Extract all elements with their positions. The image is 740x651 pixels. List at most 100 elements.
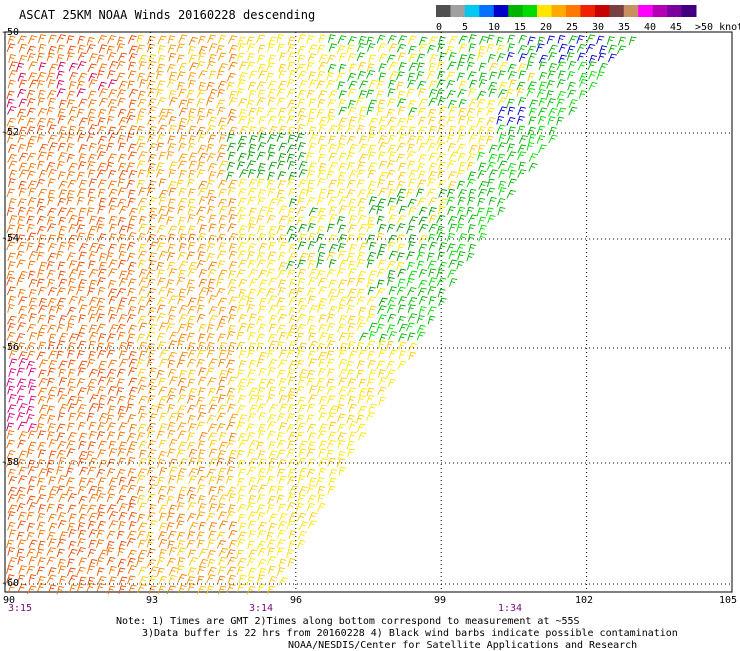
wind-barb bbox=[356, 161, 366, 171]
wind-barb bbox=[158, 358, 168, 368]
wind-barb bbox=[458, 99, 467, 108]
wind-barb bbox=[247, 520, 256, 529]
wind-barb bbox=[268, 576, 278, 585]
wind-barb bbox=[226, 394, 235, 404]
wind-barb bbox=[117, 395, 126, 405]
wind-barb bbox=[377, 43, 387, 52]
wind-barb bbox=[77, 404, 87, 413]
wind-barb bbox=[107, 485, 117, 494]
wind-barb bbox=[458, 233, 468, 242]
lon-label: 96 bbox=[290, 595, 303, 606]
wind-barb bbox=[296, 197, 305, 206]
wind-barb bbox=[58, 314, 67, 324]
wind-barb bbox=[157, 531, 167, 540]
wind-barb bbox=[428, 125, 437, 135]
wind-barb bbox=[198, 81, 206, 91]
wind-barb bbox=[267, 171, 276, 181]
wind-barb bbox=[97, 188, 106, 198]
wind-barb bbox=[397, 35, 407, 44]
time-label: 3:15 bbox=[8, 603, 33, 614]
wind-barb bbox=[268, 340, 278, 350]
wind-barb bbox=[296, 539, 306, 549]
wind-barb bbox=[96, 305, 105, 315]
wind-barb bbox=[207, 558, 216, 568]
wind-barb bbox=[136, 115, 144, 124]
wind-barb bbox=[96, 493, 106, 502]
wind-barb bbox=[397, 278, 406, 288]
wind-barb bbox=[168, 52, 177, 62]
wind-barb bbox=[38, 359, 48, 368]
wind-barb bbox=[268, 513, 278, 522]
wind-barb bbox=[347, 268, 357, 277]
wind-barb bbox=[78, 513, 87, 523]
wind-barb bbox=[278, 70, 287, 79]
wind-barb bbox=[418, 170, 427, 180]
wind-barb bbox=[338, 368, 348, 378]
wind-barb bbox=[288, 233, 297, 243]
wind-barb bbox=[128, 125, 138, 134]
wind-barb bbox=[96, 54, 105, 64]
wind-barb bbox=[126, 432, 137, 442]
wind-barb bbox=[237, 378, 247, 388]
wind-barb bbox=[466, 107, 476, 117]
wind-barb bbox=[108, 511, 118, 520]
wind-barb bbox=[26, 449, 35, 458]
wind-barb bbox=[226, 486, 237, 496]
wind-barb bbox=[48, 486, 59, 495]
wind-barb bbox=[288, 243, 297, 253]
wind-barb bbox=[308, 215, 317, 225]
wind-barb bbox=[228, 108, 237, 118]
wind-barb bbox=[156, 332, 166, 342]
wind-barb bbox=[178, 142, 187, 152]
wind-barb bbox=[408, 126, 416, 135]
wind-barb bbox=[178, 117, 188, 127]
wind-barb bbox=[448, 250, 457, 260]
wind-barb bbox=[267, 555, 277, 565]
wind-barb bbox=[206, 179, 215, 189]
wind-barb bbox=[56, 250, 64, 260]
wind-barb bbox=[186, 98, 195, 108]
colorbar-swatch bbox=[522, 5, 538, 17]
wind-barb bbox=[407, 198, 417, 208]
wind-barb bbox=[218, 547, 228, 557]
wind-barb bbox=[257, 386, 266, 396]
wind-barb bbox=[288, 69, 297, 79]
wind-barb bbox=[356, 169, 366, 179]
wind-barb bbox=[226, 359, 235, 369]
wind-barb bbox=[28, 61, 38, 70]
wind-barb bbox=[57, 394, 68, 403]
wind-barb bbox=[98, 333, 107, 342]
wind-barb bbox=[46, 72, 55, 82]
wind-barb bbox=[58, 565, 67, 575]
wind-barb bbox=[37, 521, 46, 531]
wind-barb bbox=[8, 198, 17, 207]
wind-barb bbox=[408, 45, 417, 55]
wind-barb bbox=[398, 333, 407, 342]
wind-barb bbox=[297, 124, 306, 133]
wind-barb bbox=[446, 188, 456, 198]
wind-barb bbox=[397, 106, 406, 115]
wind-barb bbox=[507, 143, 516, 153]
wind-barb bbox=[318, 54, 328, 63]
wind-barb bbox=[148, 125, 157, 135]
wind-barb bbox=[446, 196, 455, 206]
wind-barb bbox=[137, 108, 147, 117]
wind-barb bbox=[7, 252, 16, 262]
wind-barb bbox=[307, 432, 317, 441]
wind-barb bbox=[246, 502, 256, 511]
wind-barb bbox=[418, 36, 428, 46]
wind-barb bbox=[458, 35, 468, 45]
wind-barb bbox=[556, 116, 565, 126]
wind-barb bbox=[137, 259, 146, 269]
wind-barb bbox=[118, 270, 128, 280]
wind-barb bbox=[377, 259, 386, 269]
wind-barb bbox=[398, 162, 407, 172]
wind-barb bbox=[256, 441, 264, 451]
wind-barb bbox=[268, 233, 276, 242]
wind-barb bbox=[206, 242, 216, 252]
wind-barb bbox=[346, 179, 356, 189]
wind-barb bbox=[468, 88, 477, 97]
wind-barb bbox=[296, 313, 306, 323]
wind-barb bbox=[198, 521, 207, 531]
wind-barb bbox=[178, 369, 187, 379]
